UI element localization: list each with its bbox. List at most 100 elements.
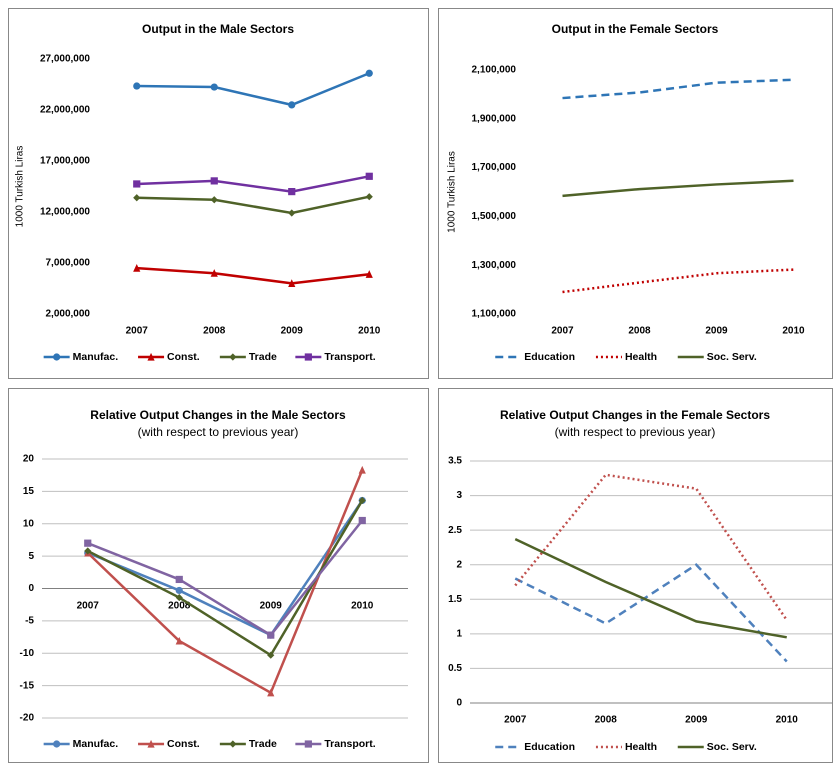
data-line (136, 195, 370, 215)
y-tick-label: 7,000,000 (46, 258, 91, 269)
x-tick-label: 2007 (551, 326, 574, 337)
marker (133, 180, 141, 188)
marker (210, 83, 218, 91)
panel-border (438, 388, 833, 763)
y-tick-label: 3.5 (448, 456, 462, 467)
marker (175, 586, 183, 595)
marker (267, 688, 275, 697)
y-tick-label: 1,300,000 (472, 260, 517, 271)
marker (365, 69, 373, 77)
marker (304, 740, 312, 748)
marker (175, 636, 183, 645)
legend-label: Health (625, 351, 657, 363)
chart-title: Output in the Male Sectors (142, 22, 294, 36)
y-tick-label: 12,000,000 (40, 207, 90, 218)
legend-label: Trade (249, 738, 277, 750)
y-tick-label: -20 (20, 713, 35, 724)
y-tick-label: 0 (28, 583, 34, 594)
legend-label: Soc. Serv. (707, 741, 757, 753)
y-tick-label: 20 (23, 454, 35, 465)
chart-title: Output in the Female Sectors (552, 22, 719, 36)
marker (147, 739, 155, 748)
y-tick-label: 15 (23, 486, 35, 497)
x-tick-label: 2008 (628, 326, 651, 337)
data-line (562, 268, 794, 294)
data-line (136, 266, 370, 285)
legend-label: Education (524, 741, 575, 753)
legend-label: Health (625, 741, 657, 753)
marker (133, 194, 141, 202)
marker (147, 352, 155, 361)
x-tick-label: 2009 (705, 326, 728, 337)
data-line (562, 179, 794, 198)
legend-label: Transport. (324, 351, 375, 363)
marker (84, 539, 92, 547)
legend-label: Manufac. (73, 351, 119, 363)
panel-border (8, 388, 429, 763)
y-tick-label: 0 (456, 698, 462, 709)
chart-title: Relative Output Changes in the Male Sect… (90, 408, 346, 422)
legend-label: Const. (167, 738, 200, 750)
marker (358, 465, 366, 474)
y-tick-label: 2 (456, 559, 462, 570)
marker (365, 172, 373, 180)
marker (365, 270, 373, 278)
marker (210, 196, 218, 204)
x-tick-label: 2008 (595, 715, 618, 726)
legend-label: Transport. (324, 738, 375, 750)
y-tick-label: -10 (20, 648, 35, 659)
marker (288, 279, 296, 287)
x-tick-label: 2010 (351, 601, 374, 612)
y-tick-label: 1,500,000 (472, 211, 517, 222)
marker (175, 575, 183, 584)
marker (229, 740, 237, 748)
data-line (514, 563, 788, 663)
y-tick-label: -5 (25, 616, 34, 627)
marker (133, 264, 141, 272)
marker (304, 353, 312, 361)
marker (210, 177, 218, 185)
y-tick-label: 17,000,000 (40, 156, 90, 167)
data-line (514, 473, 788, 621)
y-tick-label: 2.5 (448, 525, 462, 536)
data-line (136, 72, 370, 107)
marker (229, 353, 237, 361)
y-tick-label: 1,700,000 (472, 162, 517, 173)
y-tick-label: 22,000,000 (40, 105, 90, 116)
y-tick-label: 2,100,000 (472, 65, 517, 76)
x-tick-label: 2008 (168, 601, 191, 612)
y-tick-label: 1,100,000 (472, 309, 517, 320)
panel-border (8, 8, 429, 379)
y-axis-label: 1000 Turkish Liras (447, 151, 458, 233)
marker (133, 82, 141, 90)
marker (210, 269, 218, 277)
legend-label: Manufac. (73, 738, 119, 750)
data-line (86, 469, 364, 695)
data-line (87, 519, 364, 637)
x-tick-label: 2008 (203, 326, 226, 337)
data-line (136, 175, 370, 193)
y-tick-label: 27,000,000 (40, 54, 90, 65)
y-tick-label: 2,000,000 (46, 309, 91, 320)
x-tick-label: 2009 (281, 326, 304, 337)
chart-subtitle: (with respect to previous year) (555, 425, 716, 439)
y-tick-label: 0.5 (448, 663, 462, 674)
x-tick-label: 2007 (77, 601, 100, 612)
marker (288, 209, 296, 217)
legend-label: Soc. Serv. (707, 351, 757, 363)
chart-subtitle: (with respect to previous year) (138, 425, 299, 439)
marker (267, 631, 275, 639)
x-tick-label: 2010 (776, 715, 799, 726)
legend-label: Const. (167, 351, 200, 363)
y-tick-label: 1.5 (448, 594, 462, 605)
marker (84, 547, 92, 555)
marker (53, 740, 61, 748)
marker (288, 101, 296, 109)
panel-border (438, 8, 833, 379)
x-tick-label: 2007 (504, 715, 527, 726)
x-tick-label: 2010 (358, 326, 381, 337)
marker (365, 193, 373, 201)
x-tick-label: 2009 (260, 601, 283, 612)
y-tick-label: 1,900,000 (472, 113, 517, 124)
